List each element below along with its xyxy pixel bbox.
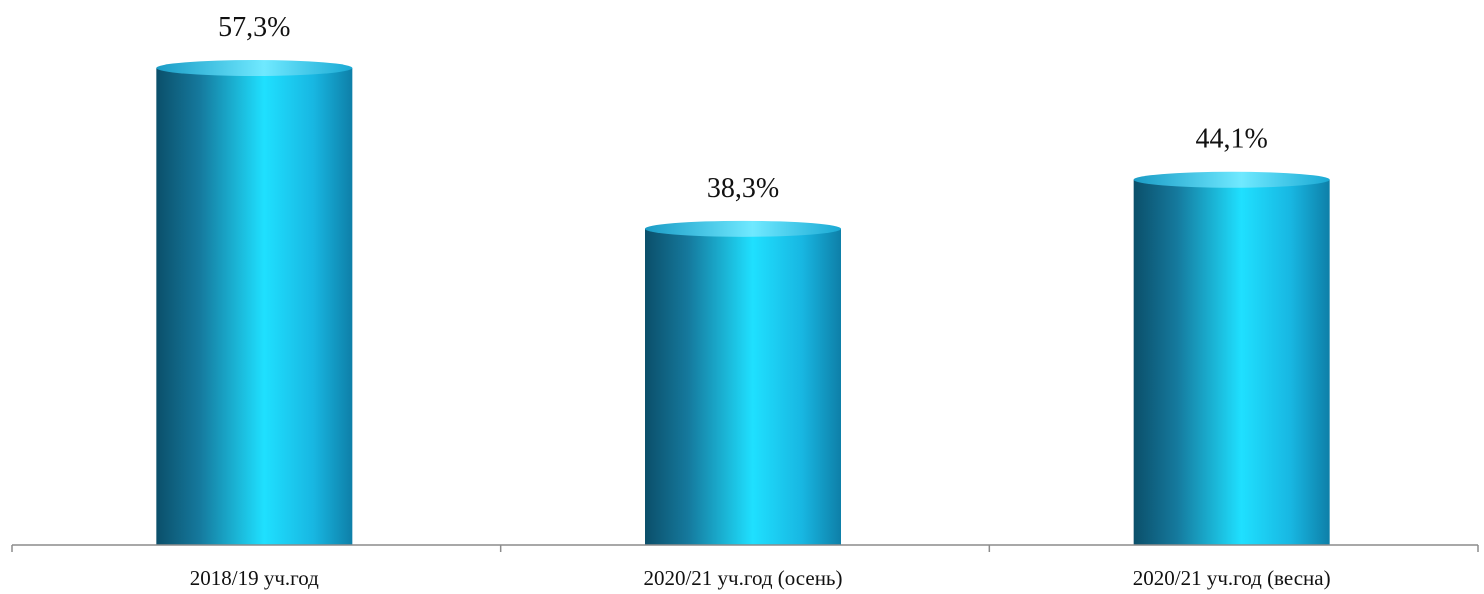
bar-body	[645, 228, 841, 545]
bar-1	[156, 60, 353, 545]
value-label: 44,1%	[1196, 124, 1268, 155]
bar-top-cap	[156, 60, 353, 76]
x-axis	[11, 544, 1479, 552]
bar-body	[1133, 179, 1330, 545]
category-label: 2020/21 уч.год (осень)	[643, 566, 842, 590]
bar-3	[1133, 171, 1330, 545]
value-label: 38,3%	[707, 173, 779, 204]
bars-group	[156, 60, 1330, 545]
value-labels-group: 57,3% 38,3% 44,1%	[218, 12, 1268, 204]
category-labels-group: 2018/19 уч.год 2020/21 уч.год (осень) 2020…	[190, 566, 1331, 590]
bar-2	[645, 220, 841, 545]
bar-top-cap	[645, 220, 841, 237]
bar-body	[156, 68, 353, 545]
category-label: 2018/19 уч.год	[190, 566, 319, 590]
value-label: 57,3%	[218, 12, 290, 43]
bar-top-cap	[1133, 171, 1330, 188]
category-label: 2020/21 уч.год (весна)	[1133, 566, 1331, 590]
